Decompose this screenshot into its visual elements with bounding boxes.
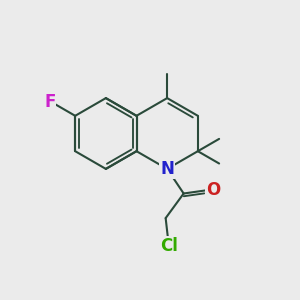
Text: N: N [160, 160, 174, 178]
Text: Cl: Cl [160, 237, 178, 255]
Text: F: F [44, 93, 56, 111]
Text: O: O [206, 181, 220, 199]
